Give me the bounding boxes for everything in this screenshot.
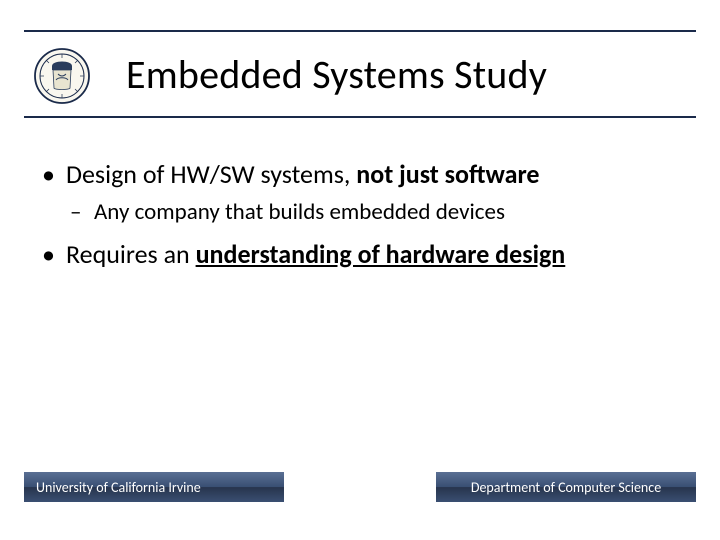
top-divider [24,30,696,32]
footer-right-label: Department of Computer Science [471,479,661,496]
footer-left-label: University of California Irvine [36,479,201,496]
footer-right-bar: Department of Computer Science [436,472,696,502]
bullet-1-sub: Any company that builds embedded devices [42,198,680,226]
bullet-1-text-bold: not just software [356,158,539,190]
bullet-2-text-bold: understanding of hardware design [196,238,566,270]
bullet-1: Design of HW/SW systems, not just softwa… [42,160,680,190]
bullet-1-text-pre: Design of HW/SW systems, [66,158,356,190]
footer-left-bar: University of California Irvine [24,472,284,502]
slide-title: Embedded Systems Study [126,50,690,99]
slide: Embedded Systems Study Design of HW/SW s… [0,0,720,540]
bottom-divider [24,116,696,118]
uci-seal-icon [34,48,90,104]
bullet-2: Requires an understanding of hardware de… [42,240,680,270]
bullet-2-text-pre: Requires an [66,238,196,270]
content-area: Design of HW/SW systems, not just softwa… [42,160,680,278]
